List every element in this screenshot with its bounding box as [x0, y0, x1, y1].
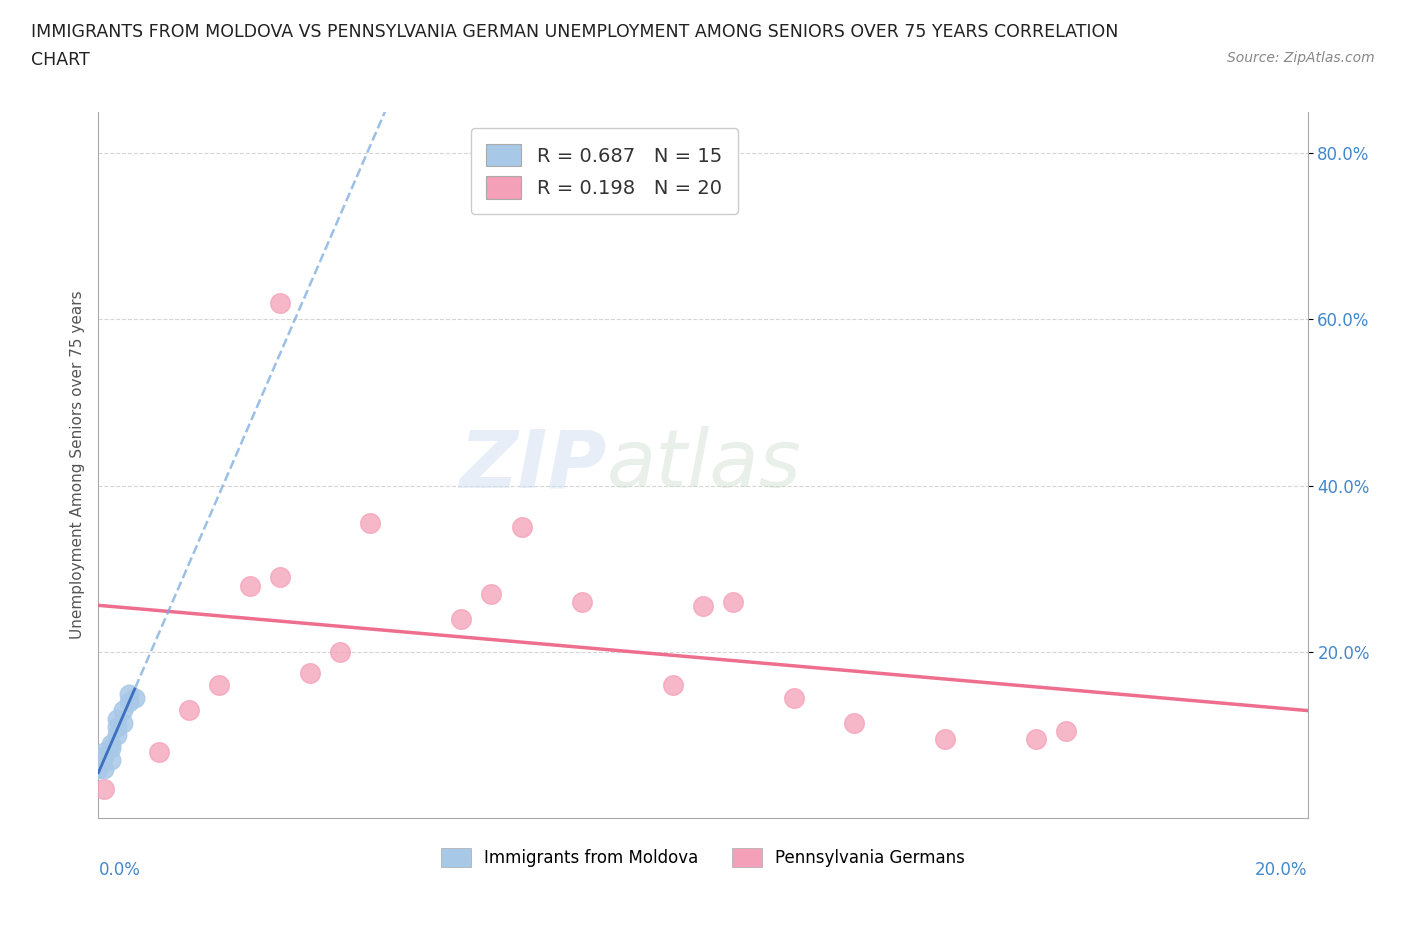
Text: atlas: atlas — [606, 426, 801, 504]
Point — [100, 752, 122, 767]
Point — [111, 703, 134, 718]
Point — [571, 595, 593, 610]
Point — [179, 703, 201, 718]
Legend: Immigrants from Moldova, Pennsylvania Germans: Immigrants from Moldova, Pennsylvania Ge… — [434, 841, 972, 873]
Point — [299, 666, 322, 681]
Y-axis label: Unemployment Among Seniors over 75 years: Unemployment Among Seniors over 75 years — [69, 291, 84, 639]
Point — [118, 695, 141, 710]
Point — [360, 516, 382, 531]
Point — [124, 690, 146, 705]
Point — [239, 578, 262, 593]
Point — [329, 644, 352, 659]
Point — [934, 732, 956, 747]
Point — [105, 720, 128, 735]
Text: 20.0%: 20.0% — [1256, 861, 1308, 879]
Point — [269, 570, 291, 585]
Point — [93, 749, 115, 764]
Text: 0.0%: 0.0% — [98, 861, 141, 879]
Text: CHART: CHART — [31, 51, 90, 69]
Point — [118, 686, 141, 701]
Point — [105, 728, 128, 743]
Text: ZIP: ZIP — [458, 426, 606, 504]
Point — [208, 678, 231, 693]
Text: Source: ZipAtlas.com: Source: ZipAtlas.com — [1227, 51, 1375, 65]
Point — [105, 711, 128, 726]
Point — [481, 587, 503, 602]
Point — [692, 599, 714, 614]
Point — [1024, 732, 1046, 747]
Point — [723, 595, 745, 610]
Text: IMMIGRANTS FROM MOLDOVA VS PENNSYLVANIA GERMAN UNEMPLOYMENT AMONG SENIORS OVER 7: IMMIGRANTS FROM MOLDOVA VS PENNSYLVANIA … — [31, 23, 1118, 41]
Point — [1054, 724, 1077, 738]
Point — [100, 740, 122, 755]
Point — [93, 782, 115, 797]
Point — [148, 744, 170, 759]
Point — [450, 611, 472, 626]
Point — [111, 715, 134, 730]
Point — [844, 715, 866, 730]
Point — [510, 520, 533, 535]
Point — [87, 761, 110, 776]
Point — [783, 690, 806, 705]
Point — [100, 737, 122, 751]
Point — [661, 678, 683, 693]
Point — [93, 744, 115, 759]
Point — [269, 296, 291, 311]
Point — [93, 761, 115, 776]
